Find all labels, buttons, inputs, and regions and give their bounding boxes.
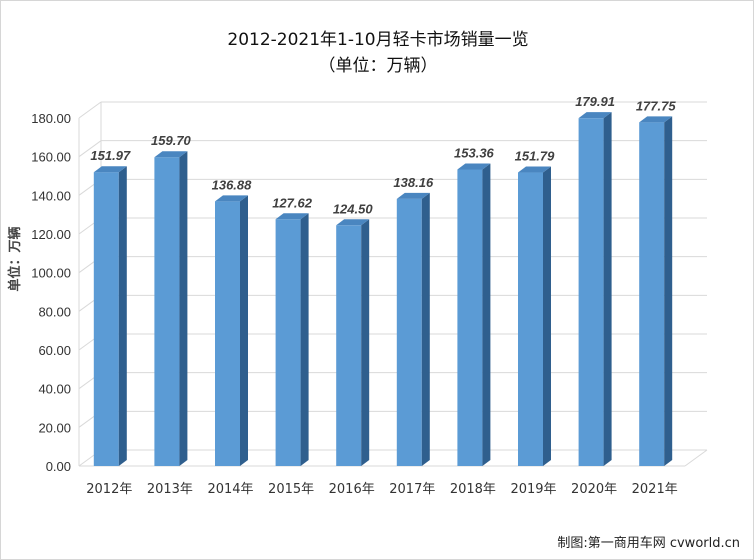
bar-top <box>457 163 491 170</box>
x-tick-label: 2013年 <box>147 482 193 497</box>
bar-front <box>578 118 604 466</box>
bar-front <box>275 219 301 466</box>
bar <box>639 116 673 466</box>
gridline-side <box>78 140 102 158</box>
bar-side <box>118 166 127 466</box>
y-tick-label: 20.00 <box>38 420 71 435</box>
y-tick-label: 140.00 <box>31 188 71 203</box>
gridline-side <box>78 101 102 119</box>
x-tick-label: 2016年 <box>329 482 375 497</box>
y-tick-label: 180.00 <box>31 111 71 126</box>
y-tick-label: 40.00 <box>38 382 71 397</box>
y-tick-label: 0.00 <box>46 459 71 474</box>
x-tick-label: 2014年 <box>207 482 253 497</box>
source-credit: 制图:第一商用车网 cvworld.cn <box>557 535 740 551</box>
y-tick-label: 60.00 <box>38 343 71 358</box>
bar-top <box>93 166 127 173</box>
y-tick-label: 100.00 <box>31 266 71 281</box>
bar-side <box>179 151 188 466</box>
bar <box>578 112 612 466</box>
y-tick-label: 80.00 <box>38 304 71 319</box>
bar-front <box>93 172 119 466</box>
bar <box>457 163 491 466</box>
chart-subtitle: （单位：万辆） <box>319 56 438 76</box>
bar-top <box>578 112 612 119</box>
y-tick-label: 160.00 <box>31 150 71 165</box>
bar-top <box>396 192 430 199</box>
bar-top <box>336 219 370 226</box>
data-label: 177.75 <box>636 98 677 113</box>
bar-side <box>240 195 248 466</box>
bar-side <box>421 192 430 466</box>
x-tick-label: 2018年 <box>450 482 496 497</box>
label-layer: 151.97 159.70 136.88 127.62 124.50 138.16 153.… <box>90 94 676 216</box>
bar-side <box>664 116 673 466</box>
chart-title: 2012-2021年1-10月轻卡市场销量一览 <box>227 30 528 50</box>
bar <box>336 219 370 466</box>
x-tick-label: 2012年 <box>86 482 132 497</box>
data-label: 159.70 <box>151 133 192 148</box>
bar <box>396 192 430 466</box>
y-axis-label: 单位：万辆 <box>7 226 23 291</box>
bar-side <box>482 163 491 466</box>
bar-front <box>396 198 422 466</box>
axis-layer: 0.00 20.00 40.00 60.00 80.00 100.00 120.00 140.… <box>31 111 678 497</box>
floor-right-edge <box>684 449 708 467</box>
x-tick-label: 2015年 <box>268 482 314 497</box>
data-label: 136.88 <box>212 177 253 192</box>
data-label: 151.79 <box>515 149 556 164</box>
data-label: 124.50 <box>333 201 374 216</box>
y-tick-label: 120.00 <box>31 227 71 242</box>
bar <box>215 195 248 466</box>
bar-side <box>543 166 551 466</box>
bar-front <box>336 225 362 466</box>
x-tick-label: 2019年 <box>510 482 556 497</box>
bar-front <box>518 172 543 466</box>
bar-side <box>361 219 370 466</box>
bar <box>93 166 127 466</box>
bar <box>154 151 188 466</box>
bar <box>275 213 309 466</box>
data-label: 151.97 <box>90 148 131 163</box>
data-label: 127.62 <box>272 195 313 210</box>
bar-layer <box>93 112 673 466</box>
bar-top <box>518 166 551 173</box>
bar-top <box>275 213 309 220</box>
bar-top <box>154 151 188 158</box>
data-label: 153.36 <box>454 146 495 161</box>
bar-side <box>603 112 612 466</box>
data-label: 138.16 <box>393 175 434 190</box>
data-label: 179.91 <box>575 94 615 109</box>
bar-top <box>215 195 248 202</box>
bar-front <box>457 169 483 466</box>
x-tick-label: 2021年 <box>632 482 678 497</box>
bar-top <box>639 116 673 123</box>
x-tick-label: 2020年 <box>571 482 617 497</box>
x-tick-label: 2017年 <box>389 482 435 497</box>
bar-front <box>639 122 665 466</box>
bar-side <box>300 213 309 466</box>
bar-front <box>154 157 180 466</box>
bar-front <box>215 201 240 466</box>
bar <box>518 166 551 466</box>
